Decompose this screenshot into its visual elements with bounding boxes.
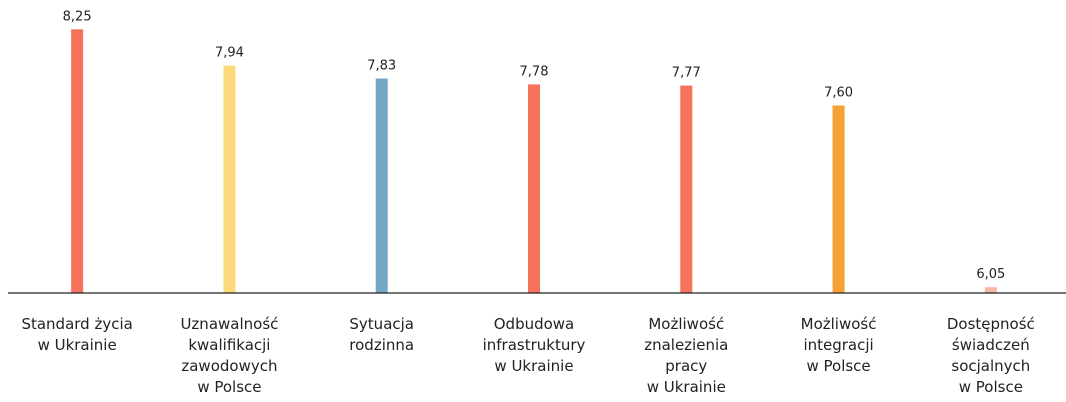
bar	[375, 78, 388, 293]
bar	[984, 287, 997, 293]
value-label: 7,94	[215, 46, 244, 61]
value-label: 7,60	[824, 85, 853, 100]
x-tick-label: Możliwość znalezienia pracy w Ukrainie	[644, 315, 729, 396]
value-label: 8,25	[63, 9, 92, 24]
value-label: 6,05	[976, 267, 1005, 282]
bar	[71, 29, 84, 294]
bar	[680, 85, 693, 293]
x-tick-label: Uznawalność kwalifikacji zawodowych w Po…	[180, 315, 279, 396]
x-tick-label: Sytuacja rodzinna	[349, 315, 415, 354]
x-tick-label: Możliwość integracji w Polsce	[800, 315, 877, 375]
bar	[528, 84, 540, 293]
x-tick-label: Standard życia w Ukrainie	[21, 315, 133, 354]
bar	[832, 105, 845, 293]
bar	[223, 65, 236, 294]
value-label: 7,78	[520, 64, 549, 79]
x-tick-label: Dostępność świadczeń socjalnych w Polsce	[946, 315, 1035, 396]
x-tick-label: Odbudowa infrastruktury w Ukrainie	[482, 315, 586, 375]
value-label: 7,83	[367, 59, 396, 74]
value-label: 7,77	[672, 66, 701, 81]
